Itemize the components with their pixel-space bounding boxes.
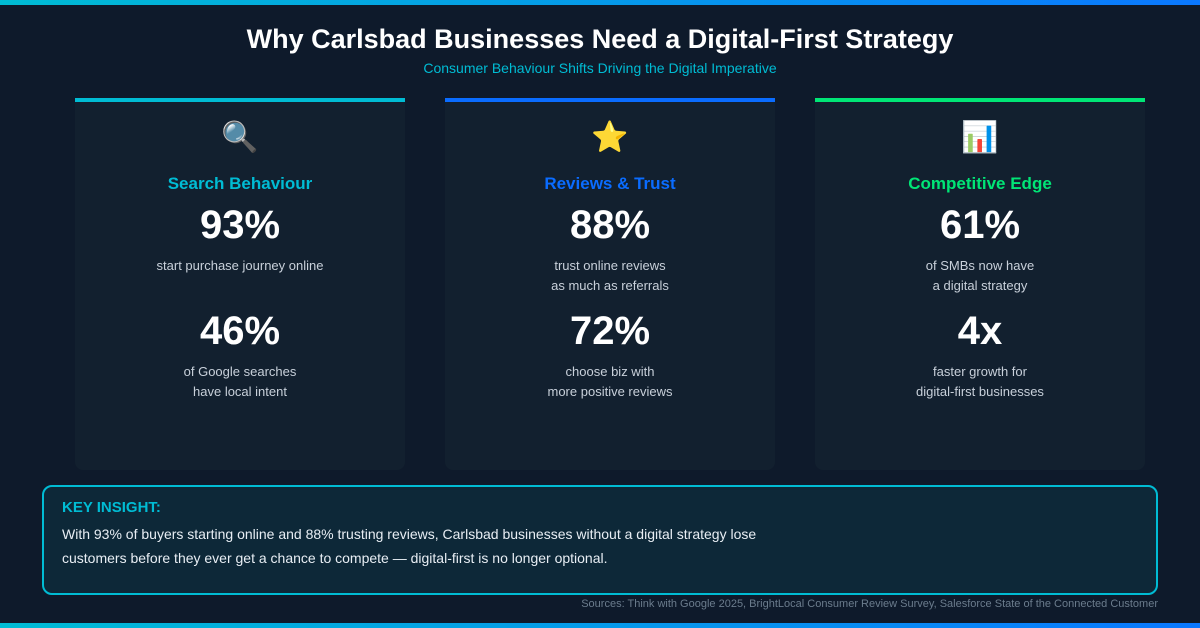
page-subtitle: Consumer Behaviour Shifts Driving the Di… <box>423 60 777 76</box>
secondary-stat-description: of Google searches have local intent <box>183 364 297 399</box>
sources-note: Sources: Think with Google 2025, BrightL… <box>581 598 1158 610</box>
secondary-stat: 46% <box>199 309 281 353</box>
primary-stat: 93% <box>199 203 281 247</box>
primary-stat-description: trust online reviews as much as referral… <box>551 258 669 293</box>
primary-stat-description: of SMBs now have a digital strategy <box>925 258 1035 293</box>
key-insight-text: With 93% of buyers starting online and 8… <box>62 526 757 566</box>
stat-card: 🔍 Search Behaviour 93% start purchase jo… <box>75 98 405 470</box>
card-title: Search Behaviour <box>167 174 313 193</box>
secondary-stat: 72% <box>569 309 651 353</box>
key-insight-label: KEY INSIGHT: <box>62 499 161 516</box>
secondary-stat: 4x <box>957 309 1003 353</box>
bottom-accent-bar <box>0 623 1200 628</box>
secondary-stat-description: faster growth for digital-first business… <box>916 364 1044 399</box>
card-title: Reviews & Trust <box>544 174 676 193</box>
stat-card: ⭐ Reviews & Trust 88% trust online revie… <box>445 98 775 470</box>
card-title: Competitive Edge <box>908 174 1052 193</box>
magnifying-glass-icon: 🔍 <box>221 121 259 154</box>
bar-chart-icon: 📊 <box>961 121 999 154</box>
primary-stat: 88% <box>569 203 651 247</box>
key-insight-box: KEY INSIGHT: With 93% of buyers starting… <box>42 485 1158 595</box>
top-accent-bar <box>0 0 1200 5</box>
stat-card: 📊 Competitive Edge 61% of SMBs now have … <box>815 98 1145 470</box>
star-icon: ⭐ <box>591 121 629 154</box>
primary-stat: 61% <box>939 203 1021 247</box>
page-title: Why Carlsbad Businesses Need a Digital-F… <box>246 24 954 54</box>
primary-stat-description: start purchase journey online <box>156 258 324 273</box>
secondary-stat-description: choose biz with more positive reviews <box>547 364 673 399</box>
